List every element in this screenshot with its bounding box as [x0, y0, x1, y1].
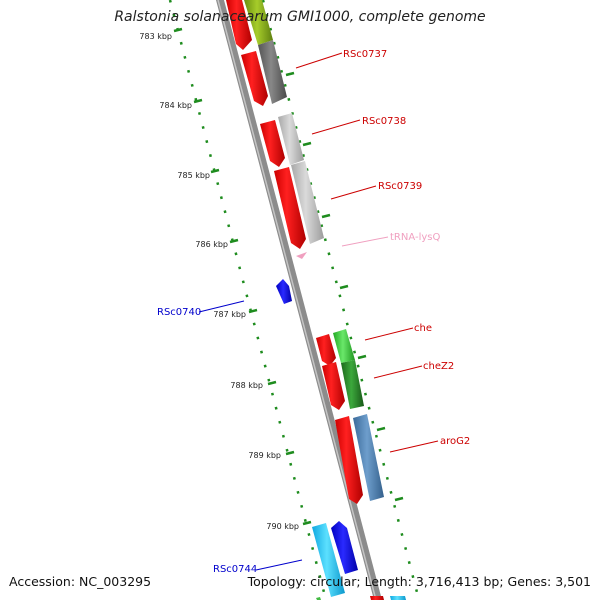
gene-blue[interactable]: [331, 521, 358, 574]
label-leader-line: [341, 236, 389, 247]
tick-label: 784 kbp: [159, 101, 192, 110]
label-leader-line: [330, 185, 377, 200]
gene-olive[interactable]: [244, 0, 273, 45]
label-leader-line: [364, 327, 414, 341]
genome-summary-text: Topology: circular; Length: 3,716,413 bp…: [247, 574, 591, 589]
label-leader-line: [373, 365, 423, 379]
gene-label[interactable]: RSc0744: [213, 564, 257, 575]
gene-label[interactable]: aroG2: [440, 436, 470, 447]
label-leader-line: [389, 440, 439, 453]
gene-red[interactable]: [260, 120, 285, 167]
gene-label[interactable]: RSc0739: [378, 181, 422, 192]
gene-red[interactable]: [322, 362, 345, 410]
genome-backbone: [216, 0, 382, 600]
outer-ring-dashes: [285, 71, 404, 502]
gene-trna[interactable]: [296, 252, 307, 259]
gene-steel-blue[interactable]: [353, 414, 384, 501]
gene-label[interactable]: RSc0738: [362, 116, 406, 127]
gene-green[interactable]: [333, 329, 355, 363]
ruler-ticks: [173, 27, 312, 526]
gene-label[interactable]: RSc0740: [157, 307, 201, 318]
genome-backbone-highlight: [217, 0, 377, 600]
accession-text: Accession: NC_003295: [9, 574, 152, 589]
gene-light-gray[interactable]: [278, 113, 304, 165]
gene-light-gray[interactable]: [291, 161, 324, 244]
gene-red[interactable]: [316, 334, 336, 366]
label-leader-line: [295, 52, 343, 69]
gene-cyan[interactable]: [390, 596, 406, 600]
gene-green-fragment[interactable]: [316, 597, 321, 600]
gene-label[interactable]: cheZ2: [423, 361, 454, 372]
inner-dotted-ring: [168, 0, 328, 600]
label-leader-line: [255, 559, 303, 571]
tick-label: 785 kbp: [177, 171, 210, 180]
gene-red[interactable]: [241, 51, 268, 106]
gene-red[interactable]: [274, 167, 306, 249]
tick-label: 790 kbp: [266, 522, 299, 531]
map-title: Ralstonia solanacearum GMI1000, complete…: [114, 9, 486, 25]
gene-dark-green[interactable]: [341, 360, 364, 409]
gene-red[interactable]: [335, 416, 363, 504]
tick-label: 787 kbp: [213, 310, 246, 319]
gene-label[interactable]: tRNA-lysQ: [390, 232, 440, 243]
tick-label: 783 kbp: [139, 32, 172, 41]
gene-red[interactable]: [370, 596, 384, 600]
gene-blue[interactable]: [276, 279, 292, 304]
tick-label: 786 kbp: [195, 240, 228, 249]
tick-label: 789 kbp: [248, 451, 281, 460]
outer-dotted-ring: [261, 0, 421, 600]
label-leader-line: [311, 119, 361, 135]
label-leader-line: [198, 300, 245, 313]
gene-label[interactable]: che: [414, 323, 432, 334]
gene-cyan[interactable]: [312, 523, 345, 597]
tick-label: 788 kbp: [230, 381, 263, 390]
gene-label[interactable]: RSc0737: [343, 49, 387, 60]
gene-dark-gray[interactable]: [258, 40, 287, 104]
gene-red[interactable]: [226, 0, 252, 50]
